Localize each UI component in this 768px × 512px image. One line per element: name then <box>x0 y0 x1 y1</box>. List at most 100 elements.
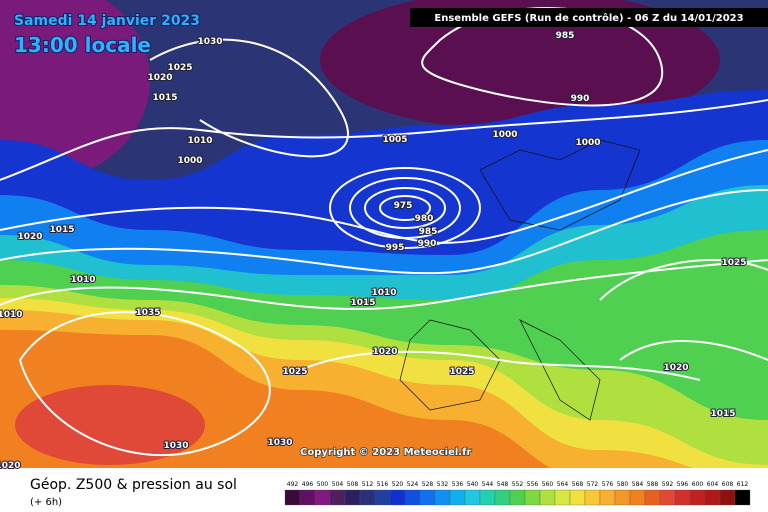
isobar-label: 1000 <box>575 138 600 148</box>
colorbar-swatch <box>464 489 481 506</box>
isobar-label: 1010 <box>371 288 396 298</box>
isobar <box>0 189 768 275</box>
colorbar-swatch <box>644 489 661 506</box>
colorbar-swatch <box>419 489 436 506</box>
isobar-label: 990 <box>418 239 437 249</box>
colorbar-label: 576 <box>602 481 614 488</box>
isobar-label: 1020 <box>0 461 21 471</box>
colorbar-label: 492 <box>287 481 299 488</box>
isobar-label: 1030 <box>163 441 188 451</box>
isobar-label: 995 <box>386 243 405 253</box>
colorbar-swatch <box>674 489 691 506</box>
colorbar-label: 568 <box>572 481 584 488</box>
isobar-label: 1010 <box>70 275 95 285</box>
colorbar-label: 588 <box>647 481 659 488</box>
colorbar-swatch <box>344 489 361 506</box>
colorbar-label: 536 <box>452 481 464 488</box>
isobar <box>299 350 701 381</box>
colorbar-label: 508 <box>347 481 359 488</box>
colorbar-label: 596 <box>677 481 689 488</box>
isobar <box>379 195 431 221</box>
colorbar-label: 520 <box>392 481 404 488</box>
colorbar-swatch <box>584 489 601 506</box>
colorbar-label: 560 <box>542 481 554 488</box>
isobar <box>149 38 349 158</box>
colorbar-swatch <box>524 489 541 506</box>
coastline <box>519 319 601 421</box>
isobar-label: 1025 <box>282 367 307 377</box>
purple-area <box>0 0 150 180</box>
isobar-label: 980 <box>415 214 434 224</box>
colorbar-label: 556 <box>527 481 539 488</box>
isobar-label: 1015 <box>710 409 735 419</box>
colorbar-label: 528 <box>422 481 434 488</box>
isobar-label: 1015 <box>350 298 375 308</box>
isobar <box>18 311 271 457</box>
coastline <box>479 139 641 231</box>
colorbar-swatch <box>434 489 451 506</box>
colorbar-swatch <box>359 489 376 506</box>
colorbar-swatch <box>659 489 676 506</box>
map <box>0 0 768 468</box>
colorbar-label: 496 <box>302 481 314 488</box>
colorbar-label: 532 <box>437 481 449 488</box>
colorbar-swatch <box>479 489 496 506</box>
isobar-label: 1015 <box>152 93 177 103</box>
isobar <box>349 177 461 239</box>
isobar-label: 1030 <box>197 37 222 47</box>
isobar-label: 985 <box>556 31 575 41</box>
isobar-label: 1025 <box>721 258 746 268</box>
colorbar-swatch <box>734 489 751 506</box>
isobar-label: 1025 <box>167 63 192 73</box>
colorbar-swatch <box>389 489 406 506</box>
colorbar-label: 552 <box>512 481 524 488</box>
colorbar-swatch <box>704 489 721 506</box>
colorbar-label: 584 <box>632 481 644 488</box>
coastline <box>399 319 501 411</box>
colorbar-swatch <box>374 489 391 506</box>
isobar-label: 1035 <box>135 308 160 318</box>
isobar <box>364 187 446 229</box>
colorbar-swatch <box>509 489 526 506</box>
colorbar-swatch <box>404 489 421 506</box>
colorbar-swatch <box>329 489 346 506</box>
colorbar-label: 504 <box>332 481 344 488</box>
colorbar-label: 612 <box>737 481 749 488</box>
isobar-label: 1025 <box>449 367 474 377</box>
colorbar-label: 516 <box>377 481 389 488</box>
isobar-label: 975 <box>394 201 413 211</box>
isobar <box>599 259 768 301</box>
title: Samedi 14 janvier 2023 <box>14 13 200 29</box>
colorbar-label: 544 <box>482 481 494 488</box>
colorbar-label: 592 <box>662 481 674 488</box>
isobar-label: 990 <box>571 94 590 104</box>
colorbar-label: 524 <box>407 481 419 488</box>
colorbar-label: 600 <box>692 481 704 488</box>
purple-area <box>320 0 720 130</box>
colorbar-label: 572 <box>587 481 599 488</box>
isobar <box>329 167 481 249</box>
header-box <box>410 8 768 27</box>
colorbar-swatch <box>554 489 571 506</box>
colorbar-swatch <box>449 489 466 506</box>
isobar-label: 1020 <box>17 232 42 242</box>
colorbar-swatch <box>539 489 556 506</box>
colorbar-swatch <box>299 489 316 506</box>
copyright: Copyright © 2023 Meteociel.fr <box>300 447 471 458</box>
colorbar-swatch <box>629 489 646 506</box>
colorbar-label: 512 <box>362 481 374 488</box>
isobar <box>0 259 768 311</box>
isobar-label: 1005 <box>382 135 407 145</box>
isobar-label: 1000 <box>492 130 517 140</box>
colorbar-swatch <box>614 489 631 506</box>
colorbar-swatch <box>494 489 511 506</box>
colorbar-swatch <box>719 489 736 506</box>
colorbar-label: 540 <box>467 481 479 488</box>
colorbar-label: 564 <box>557 481 569 488</box>
isobar-label: 1015 <box>49 225 74 235</box>
colorbar-swatch <box>314 489 331 506</box>
isobar-label: 1020 <box>663 363 688 373</box>
colorbar-swatch <box>689 489 706 506</box>
colorbar: 492 496 500 504 508 512 516 520 524 528 532 536 540 5… <box>284 481 751 506</box>
